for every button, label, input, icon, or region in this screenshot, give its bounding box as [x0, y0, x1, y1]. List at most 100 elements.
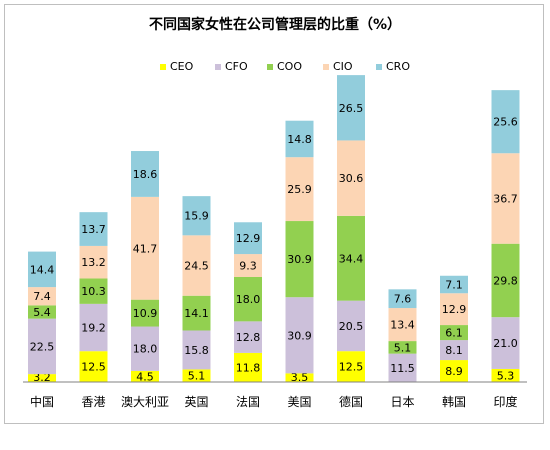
bars: 3.2 22.5 5.4 7.4 14.4 12.5 19.2 10.3 13.2 13.7 4.5… [28, 75, 520, 384]
bar-segment-cio [28, 287, 56, 306]
data-label-ceo: 3.5 [291, 371, 309, 384]
data-label-cfo: 19.2 [81, 322, 106, 335]
bar-segment-cio [131, 196, 159, 300]
bar-segment-ceo [491, 368, 520, 382]
data-label-cfo: 21.0 [493, 337, 518, 350]
bar-segment-ceo [182, 369, 211, 382]
bar-segment-cio [182, 235, 211, 296]
category-labels: 中国 香港 澳大利亚 英国 法国 美国 德国 日本 韩国 印度 [30, 394, 518, 409]
data-label-coo: 34.4 [339, 252, 364, 265]
data-label-cro: 14.4 [30, 263, 55, 276]
data-label-cro: 13.7 [81, 223, 106, 236]
data-label-cfo: 20.5 [339, 320, 364, 333]
data-label-ceo: 4.5 [136, 370, 154, 383]
category-label: 美国 [287, 395, 311, 409]
data-label-cio: 25.9 [287, 183, 312, 196]
bar-segment-coo [337, 215, 365, 301]
legend-swatch-cio [323, 64, 329, 70]
data-label-cio: 7.4 [33, 290, 51, 303]
bar-segment-cfo [388, 353, 417, 382]
data-label-cio: 41.7 [133, 242, 158, 255]
data-label-ceo: 12.5 [81, 361, 106, 374]
data-label-cro: 7.6 [394, 293, 412, 306]
bar-segment-coo [388, 341, 417, 354]
data-label-ceo: 5.3 [497, 369, 515, 382]
bar-segment-cfo [440, 340, 468, 361]
legend-label-cio: CIO [333, 60, 353, 73]
data-label-coo: 10.9 [133, 307, 158, 320]
data-label-cfo: 8.1 [445, 344, 463, 357]
bar-segment-cfo [182, 330, 211, 370]
bar-segment-cio [491, 153, 520, 244]
category-label: 德国 [339, 394, 363, 409]
bar-segment-cro [182, 196, 211, 236]
bar-segment-cio [234, 254, 262, 277]
category-label: 韩国 [442, 394, 466, 409]
bar-segment-ceo [337, 351, 365, 382]
bar-segment-cio [285, 157, 314, 222]
data-label-cfo: 18.0 [133, 343, 158, 356]
bar-segment-cro [285, 120, 314, 158]
bar-segment-cio [337, 140, 365, 216]
bar-segment-cio [440, 293, 468, 326]
data-label-cro: 18.6 [133, 168, 158, 181]
bar-segment-coo [285, 221, 314, 298]
data-label-ceo: 8.9 [445, 365, 463, 378]
legend-label-cfo: CFO [225, 60, 248, 73]
data-label-cfo: 11.5 [390, 362, 415, 375]
category-label: 澳大利亚 [121, 395, 169, 409]
bar-segment-cfo [234, 321, 262, 353]
category-label: 日本 [390, 395, 414, 409]
bar-segment-ceo [28, 374, 56, 382]
legend-swatch-cro [376, 64, 382, 70]
data-label-ceo: 12.5 [339, 361, 364, 374]
category-label: 英国 [184, 395, 208, 409]
data-label-cro: 12.9 [236, 232, 261, 245]
legend-swatch-ceo [160, 64, 166, 70]
bar-segment-cro [79, 212, 108, 246]
category-label: 香港 [81, 395, 105, 409]
data-label-ceo: 3.2 [33, 371, 51, 384]
data-label-ceo: 5.1 [188, 370, 206, 383]
data-label-cio: 36.7 [493, 192, 518, 205]
data-label-coo: 5.1 [394, 341, 412, 354]
data-label-cro: 25.6 [493, 116, 518, 129]
data-label-coo: 6.1 [445, 327, 463, 340]
bar-segment-coo [491, 243, 520, 318]
bar-segment-cfo [491, 317, 520, 369]
legend-label-coo: COO [277, 60, 302, 73]
chart-title: 不同国家女性在公司管理层的比重（%） [149, 16, 401, 33]
data-label-cro: 7.1 [445, 279, 463, 292]
bar-segment-ceo [285, 373, 314, 382]
bar-segment-cro [131, 151, 159, 197]
bar-segment-cfo [131, 326, 159, 371]
stacked-bar-chart: 不同国家女性在公司管理层的比重（%） CEO CFO COO CIO CRO 3.2 22… [23, 16, 527, 409]
bar-segment-cro [491, 90, 520, 154]
bar-segment-cfo [79, 303, 108, 352]
bar-segment-coo [234, 276, 262, 322]
data-label-coo: 29.8 [493, 274, 518, 287]
data-label-cfo: 15.8 [184, 344, 209, 357]
data-label-cio: 24.5 [184, 260, 209, 273]
category-label: 印度 [493, 394, 517, 409]
legend-swatch-cfo [215, 64, 221, 70]
data-label-cro: 26.5 [339, 102, 364, 115]
data-label-coo: 5.4 [33, 306, 51, 319]
data-label-cio: 30.6 [339, 172, 364, 185]
bar-segment-cfo [337, 300, 365, 352]
data-label-cio: 13.2 [81, 256, 106, 269]
bar-segment-cro [337, 75, 365, 141]
bar-segment-cfo [28, 318, 56, 375]
bar-segment-cio [388, 308, 417, 342]
bar-segment-coo [440, 325, 468, 341]
bar-segment-cio [79, 245, 108, 279]
bar-segment-ceo [131, 370, 159, 382]
data-label-cio: 13.4 [390, 319, 415, 332]
bar-segment-cro [234, 222, 262, 255]
bar-segment-cro [440, 275, 468, 294]
legend-swatch-coo [267, 64, 273, 70]
data-label-cio: 9.3 [239, 260, 257, 273]
bar-segment-cfo [285, 297, 314, 374]
legend-label-cro: CRO [386, 60, 410, 73]
bar-segment-coo [79, 278, 108, 304]
